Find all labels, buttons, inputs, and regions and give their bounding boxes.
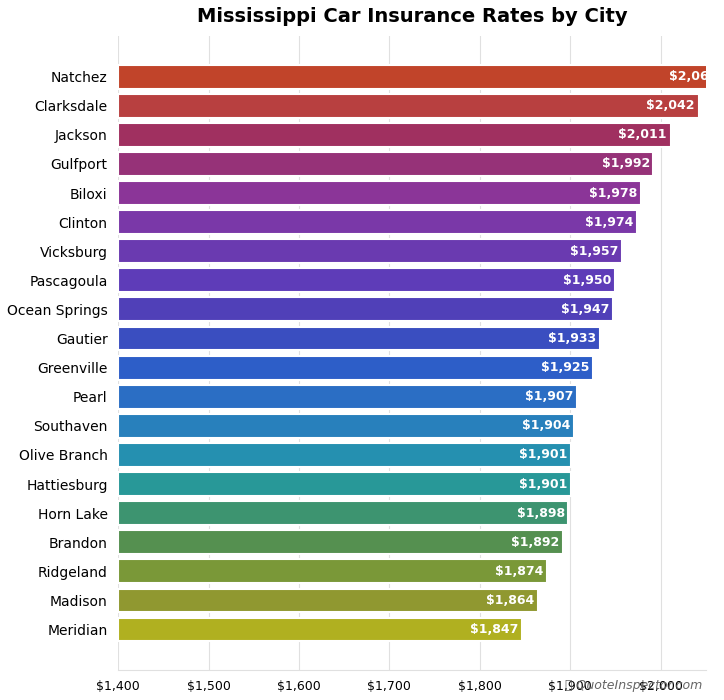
Text: $2,067: $2,067 [669, 70, 717, 83]
Bar [118, 181, 641, 205]
Text: $1,847: $1,847 [471, 623, 518, 636]
Text: $2,042: $2,042 [647, 99, 695, 112]
Bar [118, 414, 574, 438]
Text: $2,011: $2,011 [618, 128, 667, 141]
Bar [118, 501, 568, 525]
Text: $1,933: $1,933 [548, 332, 597, 345]
Bar [118, 123, 670, 147]
Text: $1,864: $1,864 [486, 594, 534, 607]
Text: $1,907: $1,907 [525, 390, 573, 403]
Text: ⓘ QuoteInspector.com: ⓘ QuoteInspector.com [565, 678, 702, 692]
Text: $1,904: $1,904 [522, 419, 571, 433]
Title: Mississippi Car Insurance Rates by City: Mississippi Car Insurance Rates by City [197, 7, 627, 26]
Bar [118, 298, 613, 321]
Bar [118, 210, 637, 234]
Text: $1,992: $1,992 [602, 158, 649, 170]
Bar [118, 94, 699, 118]
Bar [118, 443, 571, 467]
Bar [118, 64, 721, 88]
Text: $1,901: $1,901 [519, 449, 568, 461]
Bar [118, 327, 600, 351]
Text: $1,898: $1,898 [517, 507, 565, 519]
Text: $1,978: $1,978 [589, 186, 637, 200]
Text: $1,957: $1,957 [570, 245, 618, 258]
Text: $1,947: $1,947 [560, 303, 609, 316]
Text: $1,925: $1,925 [541, 361, 589, 374]
Text: $1,892: $1,892 [511, 536, 560, 549]
Bar [118, 152, 653, 176]
Text: $1,874: $1,874 [494, 565, 543, 578]
Bar [118, 268, 615, 293]
Bar [118, 385, 576, 409]
Text: $1,950: $1,950 [563, 274, 612, 287]
Text: $1,901: $1,901 [519, 477, 568, 491]
Bar [118, 531, 563, 554]
Bar [118, 239, 622, 263]
Bar [118, 559, 547, 583]
Bar [118, 356, 593, 379]
Bar [118, 617, 522, 641]
Text: $1,974: $1,974 [585, 216, 634, 229]
Bar [118, 472, 571, 496]
Bar [118, 589, 538, 612]
